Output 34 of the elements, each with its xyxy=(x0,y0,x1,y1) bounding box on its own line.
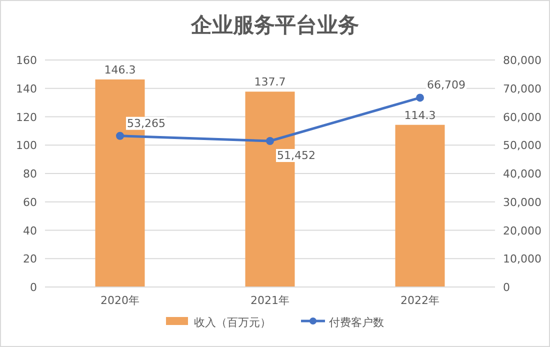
y-tick-label: 120 xyxy=(16,110,37,124)
y-tick-label: 20 xyxy=(23,252,37,266)
y2-tick-label: 0 xyxy=(503,281,510,294)
y-tick-label: 60 xyxy=(23,196,37,209)
x-tick-label: 2020年 xyxy=(100,294,140,307)
point xyxy=(116,132,124,140)
y-tick-label: 0 xyxy=(30,281,37,294)
y-tick-label: 40 xyxy=(23,224,37,238)
y-tick-label: 80 xyxy=(23,168,37,180)
y2-tick-label: 50,000 xyxy=(503,139,542,152)
bar xyxy=(395,124,445,287)
data-label: 51,452 xyxy=(277,149,316,162)
data-label: 146.3 xyxy=(104,63,136,76)
data-label: 66,709 xyxy=(427,78,466,92)
data-label: 137.7 xyxy=(254,76,286,89)
y2-tick-label: 80,000 xyxy=(503,54,542,67)
point xyxy=(416,94,424,102)
y-tick-label: 140 xyxy=(16,82,37,96)
y-tick-label: 100 xyxy=(16,139,37,152)
y2-tick-label: 30,000 xyxy=(503,196,542,209)
x-tick-label: 2022年 xyxy=(400,294,440,307)
x-tick-label: 2021年 xyxy=(250,294,290,307)
data-label: 114.3 xyxy=(404,108,436,122)
chart-title: 企业服务平台业务 xyxy=(190,13,359,37)
y2-tick-label: 40,000 xyxy=(503,168,542,180)
data-label: 53,265 xyxy=(127,116,166,130)
y2-tick-label: 70,000 xyxy=(503,82,542,96)
legend-label: 收入（百万元） xyxy=(194,316,271,329)
y2-tick-label: 10,000 xyxy=(503,252,542,266)
point xyxy=(266,137,274,146)
y-tick-label: 160 xyxy=(16,54,37,67)
y2-tick-label: 60,000 xyxy=(503,110,542,124)
y2-tick-label: 20,000 xyxy=(503,224,542,238)
legend-label: 付费客户数 xyxy=(329,316,384,329)
